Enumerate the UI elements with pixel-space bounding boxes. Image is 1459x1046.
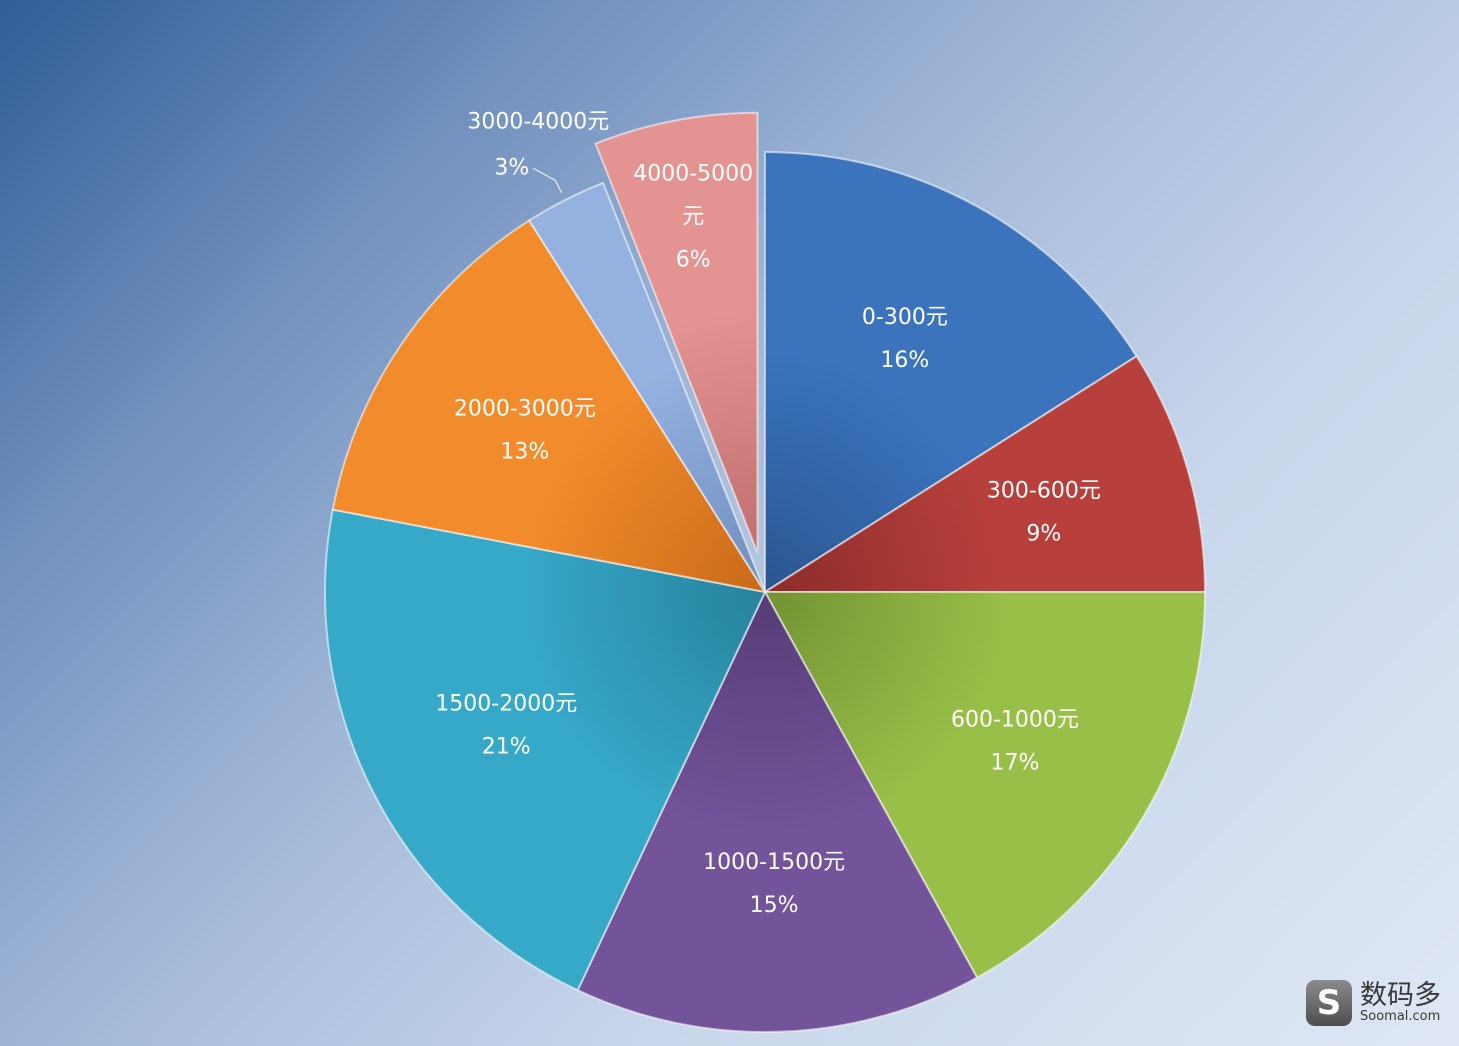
watermark-name: 数码多 (1360, 980, 1441, 1011)
slice-label-0-300: 0-300元 (862, 305, 948, 330)
pie-slice-0-300 (764, 150, 1138, 594)
pie-slice-1000-1500 (576, 589, 979, 1033)
slice-label-600-1000: 600-1000元 (951, 707, 1079, 732)
slice-value-2000-3000: 13% (500, 439, 549, 464)
watermark-text: 数码多 Soomal.com (1360, 980, 1441, 1025)
pie-slice-2000-3000 (331, 219, 768, 594)
slice-label-4000-5000-line2: 元 (682, 205, 704, 230)
logo-glyph: S (1316, 983, 1342, 1023)
slice-label-3000-4000: 3000-4000元 (467, 109, 609, 134)
slice-label-2000-3000: 2000-3000元 (454, 396, 596, 421)
soomal-logo-icon: S (1306, 980, 1352, 1026)
pie-slice-3000-4000 (527, 181, 766, 593)
slice-value-3000-4000: 3% (494, 155, 529, 180)
slice-label-4000-5000-line1: 4000-5000 (633, 162, 753, 187)
slice-label-1000-1500: 1000-1500元 (703, 850, 845, 875)
slice-label-1500-2000: 1500-2000元 (435, 691, 577, 716)
pie-labels: 0-300元 16% 300-600元 9% 600-1000元 17% 1000-1500… (435, 109, 1101, 917)
slice-value-1000-1500: 15% (750, 893, 799, 918)
slice-value-1500-2000: 21% (482, 734, 531, 759)
slice-value-0-300: 16% (880, 348, 929, 373)
watermark-url: Soomal.com (1360, 1009, 1441, 1025)
slice-value-4000-5000: 6% (676, 248, 711, 273)
slice-value-300-600: 9% (1026, 521, 1061, 546)
soomal-watermark: S 数码多 Soomal.com (1306, 980, 1441, 1026)
pie-slice-300-600 (761, 354, 1207, 593)
pie-slice-4000-5000 (594, 111, 759, 554)
slice-value-600-1000: 17% (991, 750, 1040, 775)
slice-label-300-600: 300-600元 (987, 478, 1101, 503)
pie-slice-1500-2000 (324, 508, 767, 992)
leader-line-3000-4000 (533, 167, 563, 194)
pie-slice-600-1000 (763, 591, 1207, 979)
pie-slices (324, 111, 1207, 1033)
